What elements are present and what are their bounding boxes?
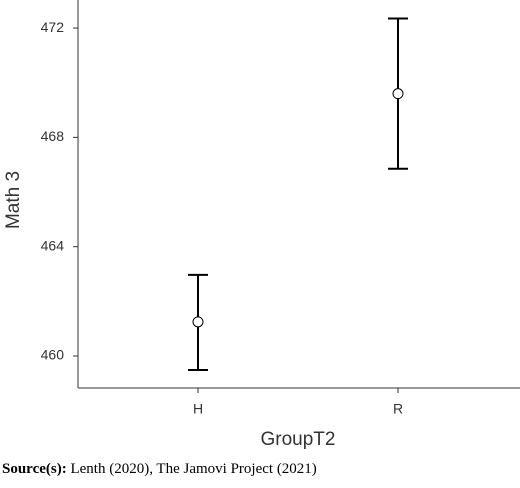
x-tick-label: H: [193, 401, 203, 417]
caption: Source(s): Lenth (2020), The Jamovi Proj…: [2, 461, 317, 478]
y-tick-label: 464: [41, 237, 65, 253]
x-axis-label: GroupT2: [261, 429, 336, 450]
caption-label: Source(s):: [2, 461, 67, 477]
point: [192, 316, 204, 328]
y-tick-label: 468: [41, 128, 65, 144]
y-tick-label: 472: [41, 19, 65, 35]
point: [392, 88, 404, 100]
chart: GroupT2 Math 3 460 464 468 472 H R: [3, 0, 520, 450]
y-axis-label: Math 3: [3, 171, 24, 229]
x-tick-label: R: [393, 401, 403, 417]
y-tick-label: 460: [41, 347, 65, 363]
caption-text: Lenth (2020), The Jamovi Project (2021): [70, 461, 317, 477]
